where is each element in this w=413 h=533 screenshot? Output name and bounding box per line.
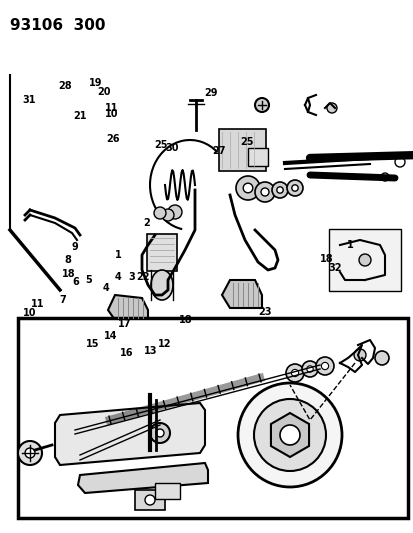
Bar: [154, 483, 180, 499]
Bar: [18, 318, 407, 518]
Bar: [135, 490, 165, 510]
Text: 29: 29: [204, 88, 217, 98]
Circle shape: [271, 182, 287, 198]
Text: 22: 22: [136, 272, 149, 282]
Circle shape: [315, 357, 333, 375]
Circle shape: [150, 423, 170, 443]
Circle shape: [260, 188, 268, 196]
Circle shape: [254, 182, 274, 202]
Text: 15: 15: [86, 339, 100, 349]
Text: 25: 25: [154, 140, 168, 150]
Text: 19: 19: [89, 78, 102, 87]
Text: 2: 2: [143, 218, 150, 228]
Polygon shape: [221, 280, 261, 308]
Text: 7: 7: [59, 295, 66, 304]
FancyBboxPatch shape: [218, 129, 266, 171]
Text: 21: 21: [73, 111, 86, 121]
Circle shape: [380, 173, 388, 181]
Text: 3: 3: [128, 272, 135, 282]
Circle shape: [254, 399, 325, 471]
Text: 17: 17: [117, 319, 131, 329]
Circle shape: [25, 448, 35, 458]
Text: 31: 31: [22, 95, 36, 105]
Text: 18: 18: [178, 315, 192, 325]
Circle shape: [145, 495, 154, 505]
Text: 10: 10: [23, 309, 36, 318]
Ellipse shape: [151, 270, 173, 300]
Circle shape: [320, 362, 328, 369]
Text: 11: 11: [31, 299, 44, 309]
Circle shape: [18, 441, 42, 465]
Text: 6: 6: [73, 278, 79, 287]
Text: 5: 5: [85, 276, 91, 285]
Circle shape: [374, 351, 388, 365]
Circle shape: [353, 349, 365, 361]
Text: 12: 12: [157, 339, 171, 349]
Bar: [247, 148, 267, 166]
Circle shape: [168, 205, 182, 219]
Text: 10: 10: [105, 109, 118, 119]
Text: 8: 8: [64, 255, 71, 265]
Circle shape: [394, 157, 404, 167]
Text: 13: 13: [144, 346, 157, 356]
Circle shape: [358, 254, 370, 266]
Circle shape: [291, 369, 298, 377]
Text: 25: 25: [240, 137, 253, 147]
Circle shape: [161, 209, 173, 221]
Text: 9: 9: [71, 243, 78, 252]
Circle shape: [276, 187, 282, 193]
Polygon shape: [270, 413, 309, 457]
Text: 1: 1: [346, 240, 352, 250]
Circle shape: [254, 98, 268, 112]
Circle shape: [291, 185, 297, 191]
Text: 4: 4: [115, 272, 121, 282]
Circle shape: [389, 152, 409, 172]
Text: 27: 27: [212, 147, 225, 156]
Polygon shape: [55, 403, 204, 465]
Text: 20: 20: [97, 87, 111, 97]
Text: 14: 14: [104, 331, 117, 341]
FancyBboxPatch shape: [147, 234, 177, 271]
Text: 26: 26: [106, 134, 119, 143]
Circle shape: [376, 169, 392, 185]
Circle shape: [242, 183, 252, 193]
Circle shape: [301, 361, 317, 377]
Text: 18: 18: [62, 269, 75, 279]
Circle shape: [235, 176, 259, 200]
Polygon shape: [78, 463, 207, 493]
Circle shape: [154, 207, 166, 219]
Text: 93106  300: 93106 300: [10, 18, 105, 33]
Text: 18: 18: [320, 254, 333, 264]
Circle shape: [326, 103, 336, 113]
Circle shape: [279, 425, 299, 445]
Text: 23: 23: [258, 307, 271, 317]
Text: 1: 1: [114, 250, 121, 260]
Circle shape: [156, 429, 164, 437]
Text: 11: 11: [105, 103, 118, 112]
Text: 30: 30: [165, 143, 178, 153]
Text: 4: 4: [102, 283, 109, 293]
Text: 28: 28: [59, 82, 72, 91]
Text: 32: 32: [328, 263, 341, 272]
Circle shape: [285, 364, 303, 382]
Circle shape: [237, 383, 341, 487]
Polygon shape: [108, 295, 147, 320]
FancyBboxPatch shape: [328, 229, 400, 291]
Circle shape: [306, 366, 313, 372]
Circle shape: [286, 180, 302, 196]
Text: 16: 16: [119, 348, 133, 358]
